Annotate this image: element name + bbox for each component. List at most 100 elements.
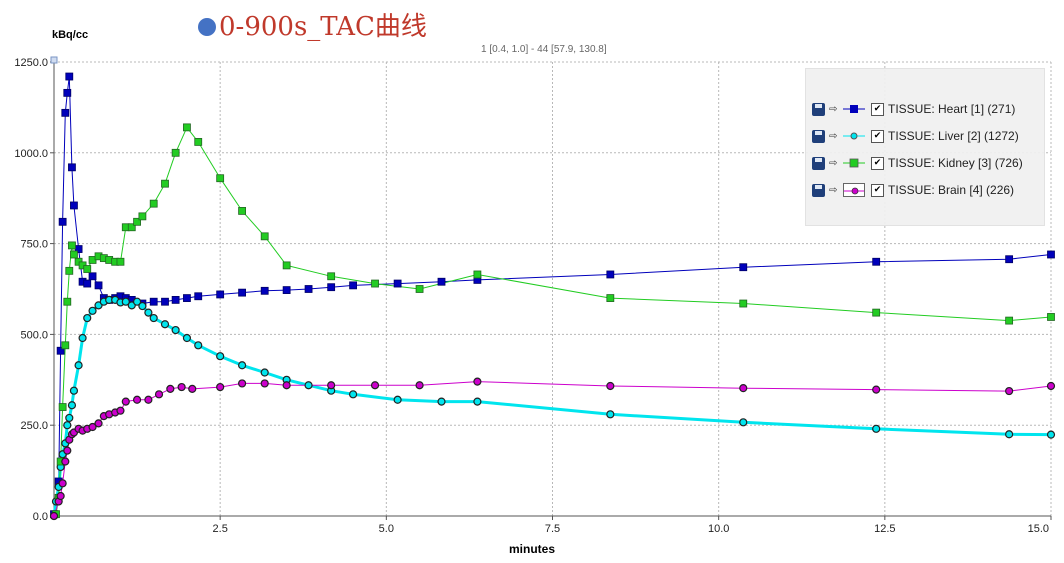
series-3-point: [872, 385, 881, 394]
series-0-point: [70, 201, 78, 210]
legend: ⇨ ✔ TISSUE: Heart [1] (271) ⇨ ✔ TISSUE: …: [805, 68, 1045, 226]
heart-visibility-checkbox[interactable]: ✔: [871, 102, 884, 116]
series-1-point: [67, 401, 77, 410]
series-1-point: [739, 418, 748, 427]
series-0-point: [349, 281, 358, 290]
series-markers: [49, 72, 1056, 521]
series-1-point: [171, 325, 180, 335]
series-0-point: [94, 281, 103, 290]
series-2-point: [739, 299, 748, 308]
series-2-point: [133, 217, 141, 226]
series-0-point: [1047, 250, 1055, 259]
series-3-point: [63, 446, 72, 455]
series-0-point: [149, 297, 158, 306]
series-2-point: [171, 148, 180, 157]
kidney-marker-icon: [843, 158, 865, 168]
x-axis-label: minutes: [508, 542, 555, 556]
tick-labels: 2.5 5.0 7.5 10.0 12.5 15.0 0.0 250.0 500.0 750.0 1…: [14, 57, 1049, 535]
series-1-point: [393, 395, 402, 404]
save-disk-icon[interactable]: [812, 156, 825, 170]
y-tick-label: 0.0: [33, 511, 48, 523]
save-disk-icon[interactable]: [812, 102, 825, 116]
series-1-point: [69, 386, 79, 395]
series-3-point: [282, 381, 291, 390]
series-0-point: [260, 286, 269, 295]
liver-visibility-checkbox[interactable]: ✔: [871, 129, 884, 143]
x-tick-label: 15.0: [1028, 523, 1049, 535]
series-3-point: [1005, 386, 1014, 396]
y-tick-label: 500.0: [20, 329, 48, 341]
series-1-point: [65, 413, 74, 423]
legend-label-brain: TISSUE: Brain [4] (226): [888, 183, 1015, 197]
axis-corner-handle: [50, 56, 58, 64]
legend-item-heart[interactable]: ⇨ ✔ TISSUE: Heart [1] (271): [812, 99, 1015, 119]
series-2-point: [58, 403, 67, 411]
series-3-point: [1046, 381, 1056, 391]
series-0-point: [58, 217, 67, 226]
series-1-point: [138, 301, 147, 311]
y-tick-label: 250.0: [20, 420, 48, 432]
series-0-point: [194, 292, 203, 301]
series-3-point: [61, 457, 70, 466]
series-1-point: [144, 308, 153, 317]
legend-item-liver[interactable]: ⇨ ✔ TISSUE: Liver [2] (1272): [812, 126, 1019, 146]
heart-marker-icon: [843, 105, 865, 113]
legend-label-heart: TISSUE: Heart [1] (271): [888, 102, 1016, 116]
series-3-point: [327, 381, 336, 390]
series-3-point: [56, 491, 65, 501]
kidney-visibility-checkbox[interactable]: ✔: [871, 156, 884, 170]
legend-item-brain[interactable]: ⇨ ✔ TISSUE: Brain [4] (226): [812, 180, 1014, 200]
series-1-point: [88, 306, 97, 315]
series-0-point: [1005, 255, 1014, 264]
frame-info-label: 1 [0.4, 1.0] - 44 [57.9, 130.8]: [481, 44, 607, 55]
series-0-point: [437, 277, 446, 286]
arrow-icon: ⇨: [829, 184, 838, 196]
series-3-point: [216, 382, 225, 392]
series-0-point: [183, 294, 191, 302]
series-2-point: [138, 212, 147, 221]
series-1-point: [1005, 430, 1014, 439]
series-1-point: [437, 397, 446, 406]
series-2-point: [127, 223, 136, 232]
series-0-point: [171, 295, 180, 304]
save-disk-icon[interactable]: [812, 129, 825, 143]
series-3-point: [739, 384, 748, 393]
series-3-point: [473, 377, 482, 386]
series-2-point: [83, 265, 92, 273]
save-disk-icon[interactable]: [812, 183, 825, 197]
series-3-point: [177, 382, 186, 392]
series-3-point: [238, 379, 247, 388]
series-2-point: [473, 270, 482, 279]
series-2-point: [415, 285, 424, 293]
series-0-point: [327, 283, 336, 292]
arrow-icon: ⇨: [829, 103, 838, 115]
legend-item-kidney[interactable]: ⇨ ✔ TISSUE: Kidney [3] (726): [812, 153, 1023, 173]
series-0-point: [739, 263, 748, 272]
series-3-point: [132, 395, 142, 404]
series-0-point: [88, 272, 97, 281]
series-1-point: [606, 410, 615, 419]
series-1-point: [63, 421, 72, 430]
x-tick-label: 12.5: [874, 523, 895, 535]
series-2-point: [183, 123, 191, 132]
series-1-point: [74, 361, 83, 370]
series-3-point: [58, 479, 67, 488]
series-2-point: [149, 199, 158, 208]
series-0-point: [282, 286, 291, 294]
series-2-point: [260, 232, 269, 241]
x-tick-label: 10.0: [708, 523, 729, 535]
brain-visibility-checkbox[interactable]: ✔: [871, 183, 884, 197]
x-tick-label: 2.5: [213, 523, 228, 535]
y-axis-label: kBq/cc: [52, 29, 89, 41]
series-0-point: [304, 285, 313, 293]
legend-label-liver: TISSUE: Liver [2] (1272): [888, 129, 1019, 143]
x-tick-label: 5.0: [379, 523, 394, 535]
series-3-point: [415, 381, 424, 390]
series-1-point: [260, 368, 269, 377]
series-3-point: [121, 397, 130, 406]
series-3-point: [116, 406, 125, 415]
series-1-point: [78, 333, 87, 343]
series-2-point: [61, 341, 70, 350]
series-2-point: [63, 297, 72, 306]
